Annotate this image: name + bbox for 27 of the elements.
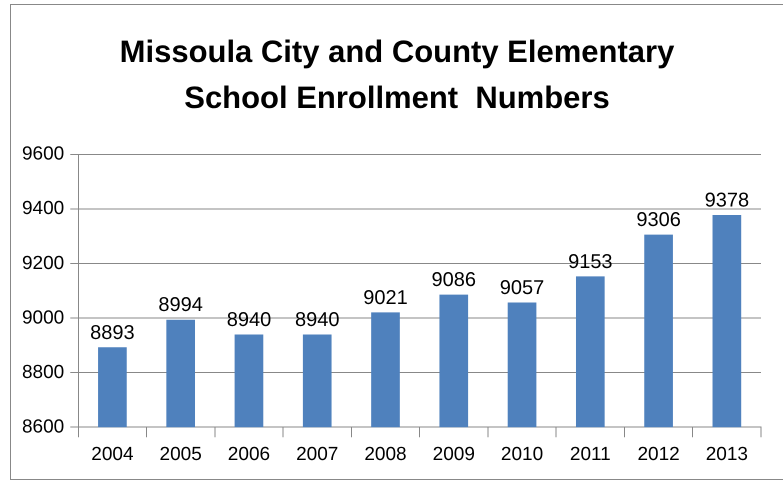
data-label: 9378 [704,189,750,212]
data-label: 8994 [158,294,203,316]
data-label: 8940 [226,308,272,331]
y-tick-label: 9400 [22,198,64,220]
x-tick-label: 2009 [432,444,475,465]
x-tick-label: 2008 [364,444,407,465]
x-tick-label: 2004 [91,444,134,465]
y-tick-label: 9200 [22,252,64,274]
x-tick-label: 2005 [160,444,202,465]
data-label: 9306 [636,209,681,232]
data-label: 9021 [363,286,408,309]
y-tick-label: 9000 [22,307,64,328]
y-tick-label: 9600 [22,144,64,165]
data-label: 9086 [432,269,476,292]
data-label: 8893 [90,322,135,344]
x-tick-label: 2011 [570,444,611,465]
x-tick-label: 2007 [296,444,338,465]
x-tick-label: 2013 [706,444,748,465]
x-tick-label: 2006 [228,444,270,465]
chart-title: Missoula City and County Elementary School Enrollment Numbers [118,33,676,117]
y-tick-label: 8800 [22,362,64,383]
x-tick-label: 2010 [500,444,544,465]
data-label: 8940 [294,308,340,331]
y-tick-label: 8600 [22,416,64,438]
data-label: 9057 [500,277,544,300]
data-label: 9153 [568,250,613,273]
x-tick-label: 2012 [637,444,680,465]
